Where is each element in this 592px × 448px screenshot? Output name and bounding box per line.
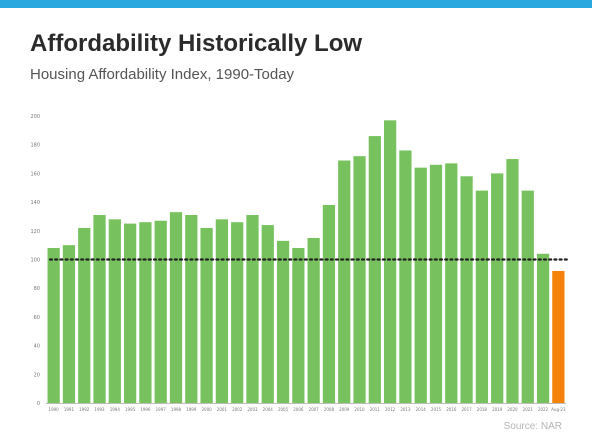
bar [491, 173, 504, 403]
bar [139, 222, 152, 403]
bar [384, 120, 397, 403]
x-tick-label: 2021 [523, 407, 534, 412]
x-tick-label: 1994 [110, 407, 121, 412]
y-tick-label: 40 [34, 344, 40, 350]
bar [231, 222, 244, 403]
x-tick-label: Aug-23 [551, 407, 566, 412]
bar-highlight [552, 270, 565, 403]
x-tick-label: 2017 [461, 407, 472, 412]
x-tick-label: 1999 [186, 407, 197, 412]
x-tick-label: 2014 [416, 407, 427, 412]
bar [124, 223, 137, 404]
bar [460, 176, 473, 403]
x-tick-label: 2013 [400, 407, 411, 412]
bar [78, 227, 91, 403]
bar [62, 245, 76, 403]
x-tick-label: 2018 [477, 407, 488, 412]
x-tick-label: 2007 [309, 407, 320, 412]
x-tick-label: 2010 [354, 407, 365, 412]
bar [322, 204, 336, 403]
x-tick-label: 1993 [94, 407, 105, 412]
x-tick-label: 2000 [201, 407, 212, 412]
bar [475, 190, 488, 403]
x-tick-label: 2012 [385, 407, 396, 412]
x-tick-label: 2002 [232, 407, 243, 412]
x-tick-label: 1996 [140, 407, 151, 412]
bars [47, 120, 565, 404]
bar [307, 237, 320, 403]
bar [215, 219, 228, 403]
x-tick-label: 2011 [370, 407, 381, 412]
bar [445, 163, 458, 403]
y-tick-label: 60 [34, 315, 40, 321]
x-tick-label: 2020 [507, 407, 518, 412]
bar [93, 215, 106, 403]
bar [292, 248, 305, 403]
y-tick-label: 100 [30, 258, 40, 264]
bar [200, 227, 213, 403]
y-tick-label: 180 [30, 143, 40, 149]
x-tick-label: 1995 [125, 407, 136, 412]
y-axis: 0 20 40 60 80 100 120 140 160 180 200 [30, 114, 40, 407]
bar [368, 136, 381, 403]
x-tick-label: 2005 [278, 407, 289, 412]
y-tick-label: 80 [34, 286, 40, 292]
x-tick-label: 2019 [492, 407, 503, 412]
bar [276, 240, 290, 403]
x-tick-label: 2015 [431, 407, 442, 412]
bar [154, 220, 167, 403]
bar [246, 215, 259, 403]
y-tick-label: 140 [30, 200, 40, 206]
bar [399, 150, 412, 403]
page-subtitle: Housing Affordability Index, 1990-Today [30, 66, 295, 83]
bar [429, 164, 443, 403]
x-tick-label: 2001 [217, 407, 228, 412]
bar [338, 160, 351, 403]
y-tick-label: 0 [37, 401, 40, 407]
bar [108, 219, 121, 403]
x-tick-label: 1997 [156, 407, 167, 412]
page-title: Affordability Historically Low [30, 30, 363, 57]
x-tick-label: 2016 [446, 407, 457, 412]
x-tick-label: 1991 [64, 407, 75, 412]
x-tick-label: 1998 [171, 407, 182, 412]
bar [536, 253, 550, 403]
x-axis: 1990 1991 1992 1993 1994 1995 1996 1997 1998 1999… [46, 403, 566, 412]
bar [521, 190, 534, 403]
y-tick-label: 20 [34, 372, 40, 378]
x-tick-label: 1990 [49, 407, 60, 412]
x-tick-label: 2009 [339, 407, 350, 412]
x-tick-label: 2008 [324, 407, 335, 412]
bar [353, 156, 366, 403]
x-tick-label: 2004 [263, 407, 274, 412]
y-tick-label: 120 [30, 229, 40, 235]
bar-chart: 0 20 40 60 80 100 120 140 160 180 200 1990 1991 1992… [30, 114, 570, 412]
bar [261, 225, 274, 403]
x-tick-label: 1992 [79, 407, 90, 412]
y-tick-label: 160 [30, 171, 40, 177]
bar [506, 159, 519, 403]
bar [414, 167, 427, 403]
bar [185, 215, 198, 403]
bar [47, 248, 60, 403]
y-tick-label: 200 [30, 114, 40, 120]
x-tick-label: 2022 [538, 407, 549, 412]
top-accent-bar [0, 0, 592, 8]
x-tick-label: 2006 [293, 407, 304, 412]
source-note: Source: NAR [503, 421, 562, 432]
x-tick-label: 2003 [247, 407, 258, 412]
bar [169, 212, 183, 403]
